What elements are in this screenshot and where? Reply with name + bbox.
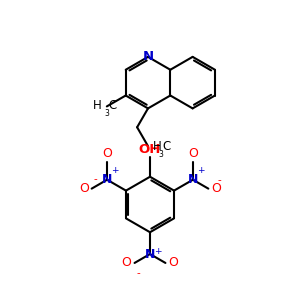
Text: N: N <box>102 173 112 186</box>
Text: O: O <box>102 147 112 160</box>
Text: O: O <box>122 256 132 269</box>
Text: N: N <box>145 248 155 260</box>
Text: -: - <box>217 175 221 185</box>
Text: -: - <box>94 174 98 184</box>
Text: H: H <box>153 140 162 153</box>
Text: +: + <box>197 166 204 175</box>
Text: C: C <box>162 140 170 153</box>
Text: OH: OH <box>139 142 161 155</box>
Text: +: + <box>111 166 118 175</box>
Text: H: H <box>93 99 102 112</box>
Text: N: N <box>188 173 198 186</box>
Text: O: O <box>168 256 178 269</box>
Text: 3: 3 <box>105 110 110 118</box>
Text: -: - <box>136 268 140 278</box>
Text: O: O <box>211 182 221 195</box>
Text: O: O <box>188 147 198 160</box>
Text: C: C <box>109 99 117 112</box>
Text: 3: 3 <box>158 150 163 159</box>
Text: +: + <box>154 247 161 256</box>
Text: O: O <box>79 182 89 195</box>
Text: N: N <box>142 50 154 63</box>
